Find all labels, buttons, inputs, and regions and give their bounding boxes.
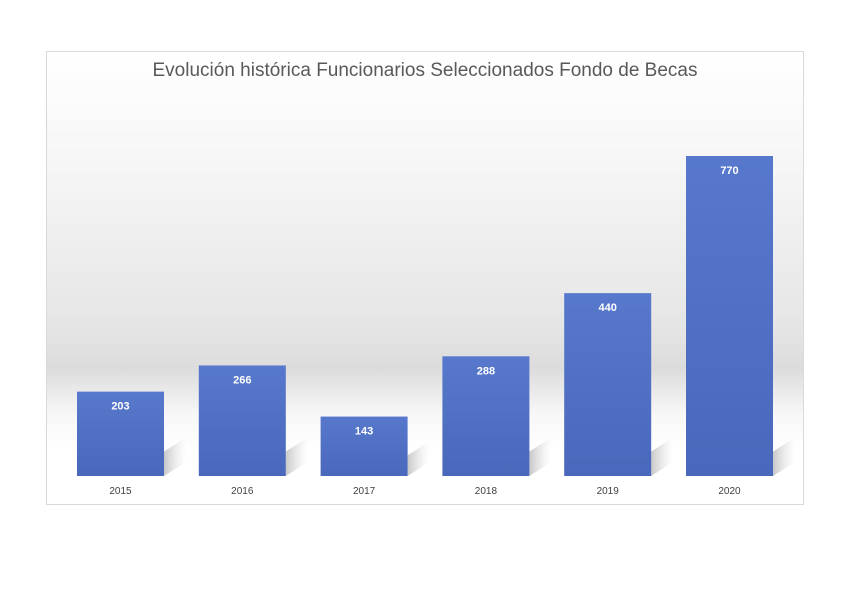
x-tick-label: 2015 (109, 486, 132, 497)
x-tick-label: 2017 (353, 486, 376, 497)
data-label: 266 (233, 374, 251, 386)
bar-2017 (320, 416, 408, 476)
x-tick-label: 2018 (475, 486, 498, 497)
bar-shadow (285, 437, 308, 476)
data-label: 143 (355, 426, 373, 438)
data-label: 288 (477, 365, 495, 377)
x-tick-label: 2019 (597, 486, 620, 497)
bar-2019 (564, 293, 652, 476)
data-label: 440 (599, 302, 617, 314)
chart-title: Evolución histórica Funcionarios Selecci… (152, 60, 698, 81)
data-label: 203 (111, 401, 129, 413)
bar-2020 (686, 156, 773, 476)
data-label: 770 (720, 165, 738, 177)
bar-2015 (77, 391, 164, 476)
x-tick-label: 2016 (231, 486, 254, 497)
bar-2018 (442, 356, 530, 476)
chart-area (46, 51, 804, 505)
bar-shadow (651, 437, 674, 476)
bar-shadow (529, 437, 552, 476)
bar-2016 (198, 365, 286, 476)
bar-shadow (407, 441, 430, 476)
bar-shadow (773, 437, 795, 476)
bar-shadow (164, 437, 186, 476)
x-tick-label: 2020 (718, 486, 741, 497)
